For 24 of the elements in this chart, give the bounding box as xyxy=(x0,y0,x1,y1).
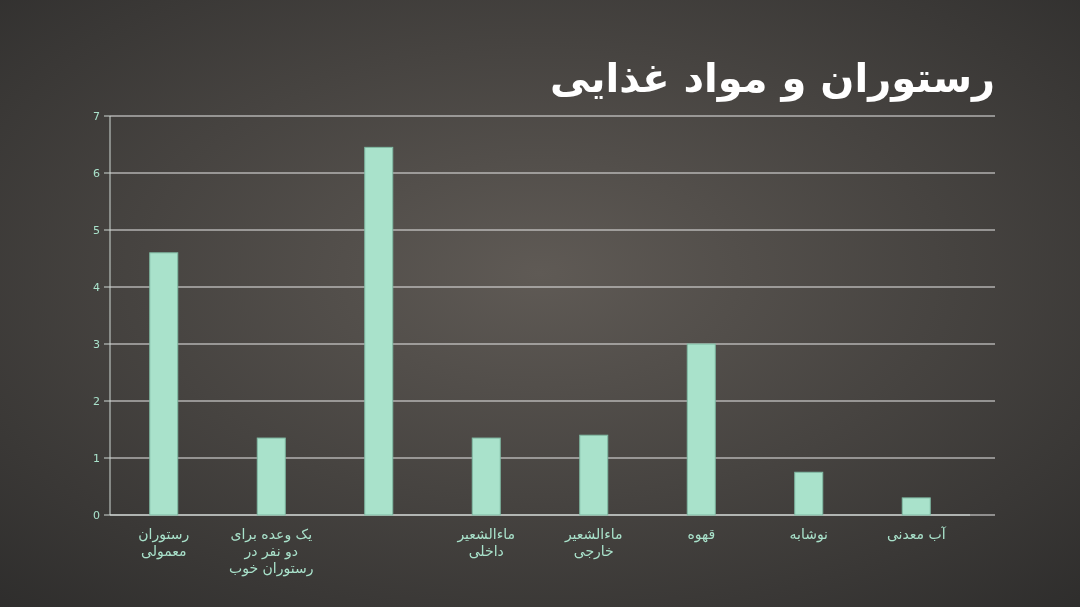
x-tick-label: قهوه xyxy=(687,526,716,543)
chart-title: رستوران و مواد غذایی xyxy=(550,55,995,102)
x-tick-label: آب معدنی xyxy=(886,526,947,542)
y-tick-label: 4 xyxy=(93,281,100,294)
y-tick-label: 5 xyxy=(93,224,100,237)
bar xyxy=(794,471,824,516)
y-tick-label: 6 xyxy=(93,167,100,180)
bar xyxy=(579,434,609,516)
x-tick-label: یک وعده برای دو نفر در رستوران خوب xyxy=(229,526,314,577)
y-tick-label: 2 xyxy=(93,395,100,408)
bar xyxy=(256,437,286,516)
x-tick-label: ماءالشعیر خارجی xyxy=(563,526,623,560)
y-tick-label: 3 xyxy=(93,338,100,351)
x-tick-label: ماءالشعیر داخلی xyxy=(456,526,516,559)
x-tick-label: رستوران معمولی xyxy=(138,526,190,560)
bar xyxy=(471,437,501,516)
y-tick-label: 7 xyxy=(93,110,100,123)
bar xyxy=(364,146,394,516)
bar xyxy=(149,252,179,516)
y-tick-label: 1 xyxy=(93,452,100,465)
bar xyxy=(686,343,716,516)
bar xyxy=(901,497,931,516)
y-tick-label: 0 xyxy=(93,509,100,522)
x-tick-label: نوشابه xyxy=(789,526,829,543)
